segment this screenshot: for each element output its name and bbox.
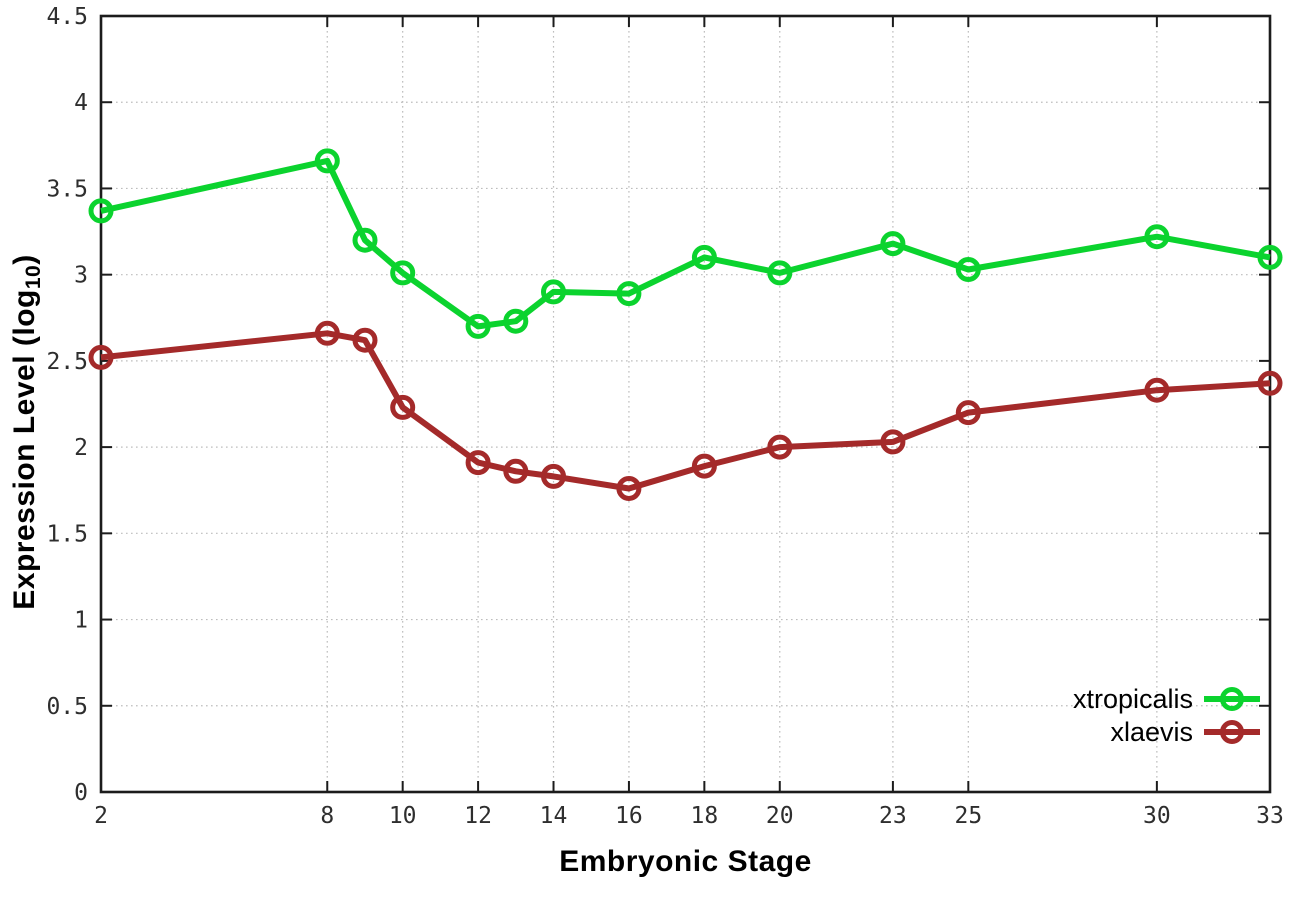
legend: xtropicalis xlaevis [1073,684,1260,747]
x-tick-label: 25 [954,803,982,829]
y-tick-label: 0.5 [46,694,88,720]
legend-label-xtropicalis: xtropicalis [1072,684,1193,714]
y-tick-label: 3.5 [46,176,88,202]
data-point-xlaevis [465,450,491,476]
legend-item-xtropicalis: xtropicalis [1073,684,1260,714]
data-point-xlaevis [767,434,793,460]
x-axis-title: Embryonic Stage [559,845,812,878]
y-tick-label: 3 [74,263,88,289]
legend-sample-circle-xtropicalis [1220,687,1244,711]
data-point-xtropicalis [390,260,416,286]
plot-border [99,14,1272,794]
x-tick-label: 18 [691,803,719,829]
data-point-xlaevis [352,327,378,353]
data-point-xlaevis [616,476,642,501]
x-tick-label: 20 [766,803,794,829]
data-point-xlaevis [314,320,340,346]
data-point-xtropicalis [880,231,906,257]
legend-marker-xlaevis-icon [1204,720,1260,744]
data-point-xtropicalis [88,198,114,224]
data-point-xlaevis [541,463,566,489]
y-axis-title-subscript: 10 [22,264,45,290]
x-tick-label: 14 [540,803,568,829]
y-tick-label: 1 [74,608,88,634]
y-tick-label: 1.5 [46,521,88,547]
x-tick-label: 12 [464,803,492,829]
data-point-xtropicalis [691,244,717,270]
legend-sample-circle-xlaevis [1220,720,1244,744]
series-line-xtropicalis [100,157,1271,330]
data-point-xlaevis [955,400,981,426]
data-point-xlaevis [503,458,529,484]
y-tick-label: 4.5 [46,4,88,30]
series-line-xlaevis [100,330,1271,492]
data-point-xtropicalis [616,281,642,307]
y-tick-label: 0 [74,780,88,806]
data-point-xtropicalis [503,308,529,334]
data-point-xlaevis [880,429,906,455]
data-point-xlaevis [691,453,717,479]
legend-item-xlaevis: xlaevis [1110,717,1260,747]
x-tick-label: 30 [1143,803,1171,829]
y-tick-label: 4 [74,90,88,116]
data-point-xtropicalis [767,260,793,286]
data-point-xtropicalis [352,227,378,253]
x-tick-label: 10 [389,803,417,829]
data-point-xtropicalis [314,148,340,174]
x-tick-label: 2 [94,803,108,829]
data-point-xlaevis [390,394,416,420]
x-tick-label: 23 [879,803,907,829]
x-tick-label: 33 [1256,803,1284,829]
x-tick-label: 8 [320,803,334,829]
y-tick-label: 2.5 [46,349,88,375]
data-point-xlaevis [1144,377,1170,403]
x-tick-label: 16 [615,803,643,829]
y-axis-title-close: ) [8,254,41,265]
data-point-xtropicalis [465,313,491,339]
data-point-xtropicalis [1144,224,1170,250]
legend-label-xlaevis: xlaevis [1110,717,1193,747]
data-point-xlaevis [1257,370,1283,396]
data-point-xlaevis [88,344,114,370]
legend-marker-xtropicalis-icon [1204,687,1260,711]
y-axis-title-text: Expression Level (log [8,289,41,610]
data-point-xtropicalis [541,279,566,305]
data-point-xtropicalis [1257,244,1283,270]
y-tick-label: 2 [74,435,88,461]
y-axis-title: Expression Level (log10) [8,254,46,609]
data-point-xtropicalis [955,257,981,282]
